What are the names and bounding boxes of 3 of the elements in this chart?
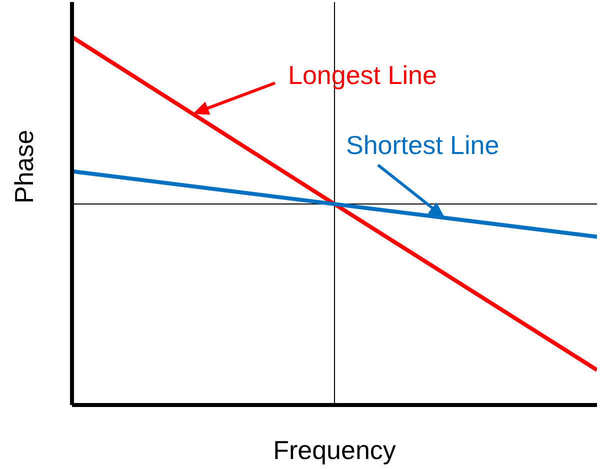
y-axis-title: Phase bbox=[9, 130, 40, 204]
series-label: Shortest Line bbox=[346, 130, 500, 160]
x-axis-title: Frequency bbox=[273, 435, 396, 465]
